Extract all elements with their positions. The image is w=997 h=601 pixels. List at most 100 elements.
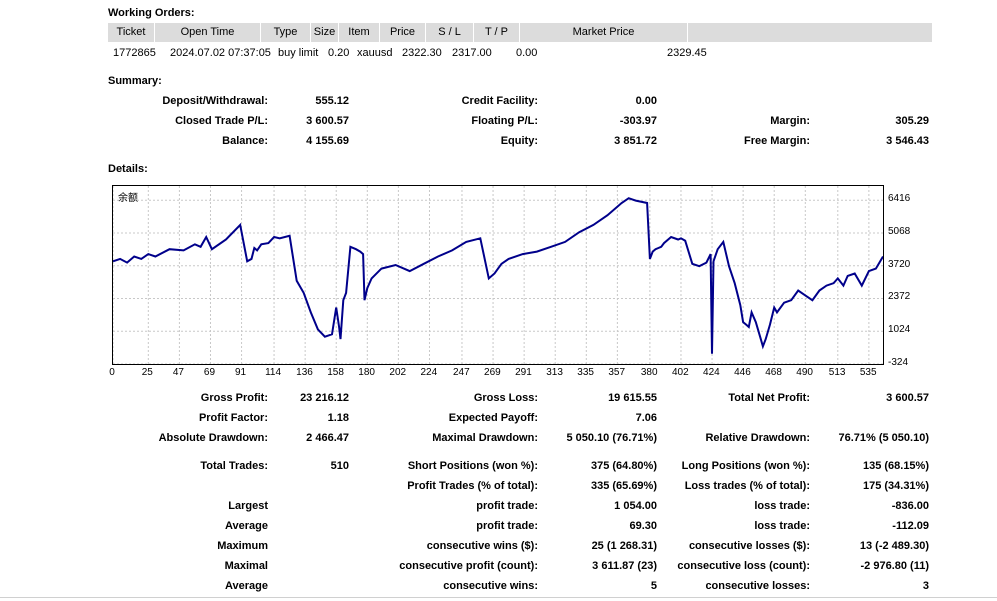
x-tick-label: 335: [577, 367, 594, 378]
gross-profit-value: 23 216.12: [300, 392, 349, 404]
avg-consecutive-wins-value: 5: [650, 580, 657, 592]
x-tick-label: 114: [265, 367, 282, 378]
x-tick-label: 446: [734, 367, 751, 378]
net-profit-label: Total Net Profit:: [728, 392, 810, 404]
max-consecutive-wins-label: consecutive wins ($):: [426, 540, 538, 552]
largest-loss-value: -836.00: [891, 500, 929, 512]
cell-market-price: 2329.45: [667, 47, 707, 59]
x-tick-label: 202: [389, 367, 407, 378]
credit-label: Credit Facility:: [461, 95, 538, 107]
y-tick-label: 1024: [888, 324, 911, 336]
maximum-label: Maximum: [217, 540, 268, 552]
x-tick-label: 291: [515, 367, 532, 378]
chart-title: 余额: [118, 193, 138, 204]
y-tick-label: 2372: [888, 291, 911, 303]
profit-trades-value: 335 (65.69%): [590, 480, 657, 492]
cell-item: xauusd: [357, 47, 393, 59]
loss-trades-value: 175 (34.31%): [862, 480, 929, 492]
deposit-value: 555.12: [315, 95, 349, 107]
x-tick-label: 490: [796, 367, 813, 378]
y-tick-label: 6416: [888, 193, 911, 205]
x-tick-label: 424: [703, 367, 720, 378]
maximal-consecutive-loss-label: consecutive loss (count):: [677, 560, 810, 572]
avg-consecutive-wins-label: consecutive wins:: [443, 580, 538, 592]
average-loss-label: loss trade:: [754, 520, 810, 532]
closed-pl-value: 3 600.57: [306, 115, 349, 127]
balance-value: 4 155.69: [306, 135, 349, 147]
bottom-divider: [0, 597, 997, 598]
y-tick-label: 5068: [888, 225, 911, 237]
col-price[interactable]: Price: [380, 23, 426, 42]
profit-factor-value: 1.18: [327, 412, 349, 424]
col-tp[interactable]: T / P: [474, 23, 520, 42]
largest-profit-label: profit trade:: [476, 500, 538, 512]
x-tick-label: 380: [640, 367, 658, 378]
gross-loss-label: Gross Loss:: [473, 392, 538, 404]
average-profit-value: 69.30: [629, 520, 657, 532]
col-size[interactable]: Size: [311, 23, 339, 42]
y-tick-label: 3720: [888, 258, 911, 270]
gross-loss-value: 19 615.55: [608, 392, 657, 404]
col-ticket[interactable]: Ticket: [108, 23, 155, 42]
max-consecutive-wins-value: 25 (1 268.31): [591, 540, 657, 552]
total-trades-value: 510: [330, 460, 349, 472]
avg-consecutive-losses-value: 3: [922, 580, 929, 592]
profit-trades-label: Profit Trades (% of total):: [407, 480, 538, 492]
largest-label: Largest: [228, 500, 268, 512]
max-consecutive-losses-value: 13 (-2 489.30): [859, 540, 929, 552]
absolute-drawdown-label: Absolute Drawdown:: [158, 432, 268, 444]
cell-tp: 0.00: [516, 47, 538, 59]
balance-label: Balance:: [222, 135, 268, 147]
x-tick-label: 0: [109, 367, 115, 378]
expected-payoff-value: 7.06: [635, 412, 657, 424]
equity-value: 3 851.72: [614, 135, 657, 147]
maximal-consecutive-profit-label: consecutive profit (count):: [399, 560, 538, 572]
x-tick-label: 69: [203, 367, 216, 378]
cell-sl: 2317.00: [452, 47, 492, 59]
x-tick-label: 357: [608, 367, 626, 378]
average-loss-value: -112.09: [892, 520, 929, 532]
col-sl[interactable]: S / L: [426, 23, 474, 42]
x-tick-label: 247: [452, 367, 470, 378]
working-orders-title: Working Orders:: [108, 7, 195, 19]
x-tick-label: 91: [235, 367, 247, 378]
free-margin-label: Free Margin:: [743, 135, 810, 147]
x-tick-label: 402: [671, 367, 689, 378]
col-spacer: [688, 23, 932, 42]
avg-consecutive-losses-label: consecutive losses:: [705, 580, 810, 592]
credit-value: 0.00: [635, 95, 657, 107]
balance-chart-svg: [113, 186, 883, 364]
max-consecutive-losses-label: consecutive losses ($):: [688, 540, 810, 552]
x-tick-label: 158: [327, 367, 344, 378]
cell-ticket: 1772865: [113, 47, 156, 59]
cell-size: 0.20: [328, 47, 350, 59]
short-positions-label: Short Positions (won %):: [407, 460, 538, 472]
maximal-label: Maximal: [224, 560, 268, 572]
long-positions-value: 135 (68.15%): [862, 460, 929, 472]
profit-factor-label: Profit Factor:: [198, 412, 268, 424]
col-item[interactable]: Item: [339, 23, 380, 42]
x-tick-label: 136: [296, 367, 313, 378]
equity-label: Equity:: [500, 135, 538, 147]
largest-loss-label: loss trade:: [754, 500, 810, 512]
total-trades-label: Total Trades:: [200, 460, 268, 472]
maximal-drawdown-label: Maximal Drawdown:: [432, 432, 538, 444]
x-tick-label: 513: [828, 367, 846, 378]
short-positions-value: 375 (64.80%): [590, 460, 657, 472]
floating-pl-label: Floating P/L:: [471, 115, 538, 127]
balance-line: [113, 197, 883, 354]
floating-pl-value: -303.97: [619, 115, 657, 127]
maximal-drawdown-value: 5 050.10 (76.71%): [566, 432, 657, 444]
x-tick-label: 313: [546, 367, 563, 378]
average-label: Average: [224, 520, 268, 532]
col-open-time[interactable]: Open Time: [155, 23, 261, 42]
x-tick-label: 47: [172, 367, 184, 378]
margin-label: Margin:: [770, 115, 810, 127]
net-profit-value: 3 600.57: [886, 392, 929, 404]
col-market-price[interactable]: Market Price: [520, 23, 688, 42]
average-consecutive-label: Average: [224, 580, 268, 592]
relative-drawdown-value: 76.71% (5 050.10): [838, 432, 929, 444]
cell-type: buy limit: [278, 47, 319, 59]
cell-price: 2322.30: [402, 47, 442, 59]
col-type[interactable]: Type: [261, 23, 311, 42]
